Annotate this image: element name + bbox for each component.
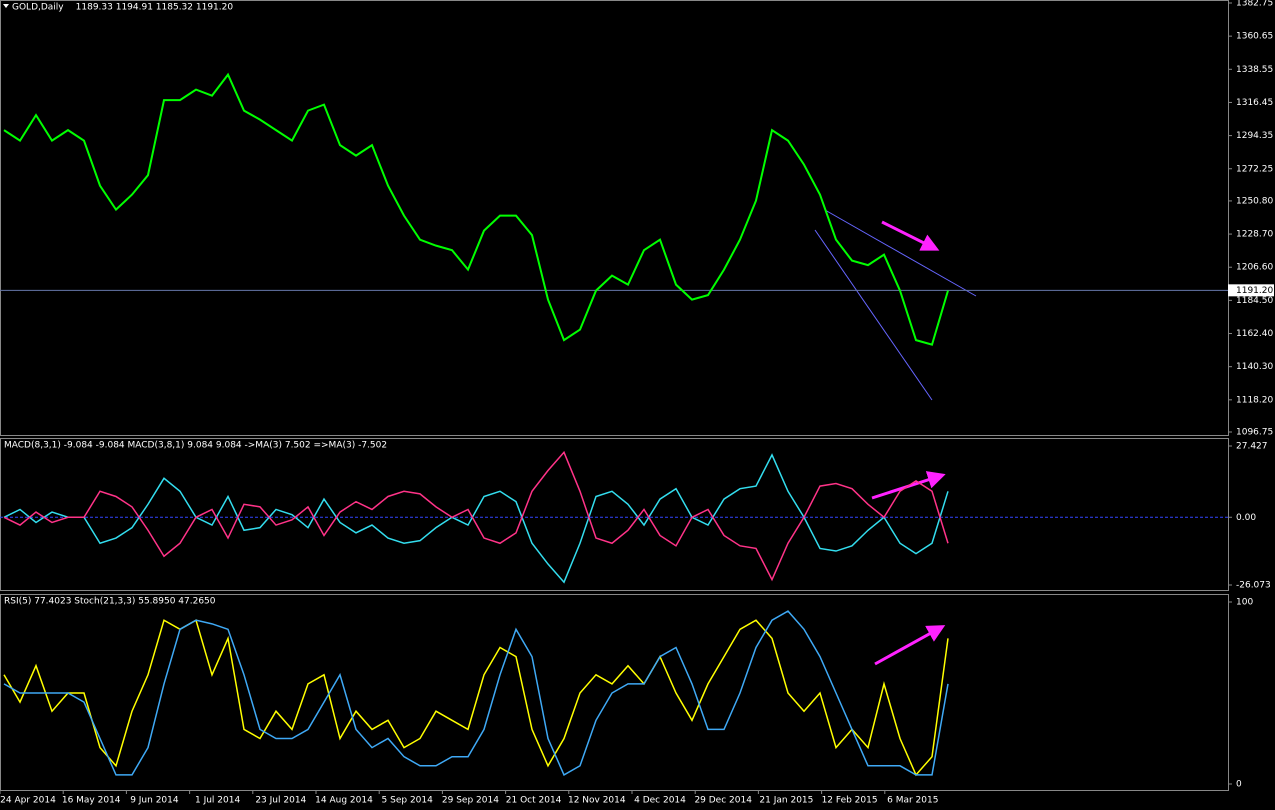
panel-title: RSI(5) 77.4023 Stoch(21,3,3) 55.8950 47.… [4, 597, 216, 607]
y-tick-label: 1360.65 [1236, 32, 1273, 42]
series-line [3, 619, 949, 777]
y-tick-label: 1382.75 [1236, 0, 1273, 9]
series-line [3, 450, 949, 582]
y-tick-label: 27.427 [1236, 442, 1268, 452]
y-tick-label: 1206.60 [1236, 263, 1273, 273]
y-tick-label: -26.073 [1236, 581, 1271, 591]
x-tick-label: 21 Jan 2015 [759, 796, 813, 806]
y-tick-label: 1272.25 [1236, 164, 1273, 174]
panel-values: 1189.33 1194.91 1185.32 1191.20 [76, 3, 234, 13]
y-tick-label: 0.00 [1236, 513, 1256, 523]
x-tick-label: 23 Jul 2014 [255, 796, 306, 806]
y-tick-label: 1250.80 [1236, 196, 1273, 206]
x-tick-label: 9 Jun 2014 [130, 796, 179, 806]
x-tick-label: 16 May 2014 [62, 796, 121, 806]
trend-line [814, 229, 933, 401]
x-tick-label: 5 Sep 2014 [382, 796, 434, 806]
y-tick-label: 1140.30 [1236, 362, 1273, 372]
arrow [874, 625, 946, 666]
x-tick-label: 29 Sep 2014 [442, 796, 499, 806]
series-line [3, 453, 949, 584]
panel-title: MACD(8,3,1) -9.084 -9.084 MACD(3,8,1) 9.… [4, 441, 387, 451]
menu-triangle [3, 4, 9, 8]
trend-line [824, 209, 977, 297]
price-label: 1191.20 [1236, 286, 1273, 296]
panel-title: GOLD,Daily [12, 3, 64, 13]
y-tick-label: 1294.35 [1236, 131, 1273, 141]
series-line [3, 610, 949, 776]
arrow [881, 220, 940, 251]
y-tick-label: 1096.75 [1236, 428, 1273, 438]
x-tick-label: 4 Dec 2014 [634, 796, 686, 806]
series-line [3, 72, 949, 346]
macd-panel-frame [0, 438, 1229, 591]
y-tick-label: 1118.20 [1236, 395, 1273, 405]
rsi-panel-frame [0, 594, 1229, 791]
price-label-box [1228, 284, 1274, 297]
x-tick-label: 24 Apr 2014 [0, 796, 56, 806]
y-tick-label: 1228.70 [1236, 230, 1273, 240]
y-tick-label: 0 [1236, 779, 1242, 789]
y-tick-label: 1338.55 [1236, 65, 1273, 75]
y-tick-label: 1162.40 [1236, 329, 1273, 339]
y-tick-label: 1184.50 [1236, 296, 1273, 306]
x-tick-label: 21 Oct 2014 [506, 796, 562, 806]
x-tick-label: 29 Dec 2014 [694, 796, 752, 806]
x-tick-label: 12 Feb 2015 [822, 796, 878, 806]
x-tick-label: 12 Nov 2014 [568, 796, 626, 806]
y-tick-label: 100 [1236, 598, 1253, 608]
y-tick-label: 1316.45 [1236, 98, 1273, 108]
x-tick-label: 6 Mar 2015 [887, 796, 938, 806]
price-panel-frame [0, 0, 1229, 436]
x-tick-label: 14 Aug 2014 [315, 796, 373, 806]
x-tick-label: 1 Jul 2014 [195, 796, 240, 806]
